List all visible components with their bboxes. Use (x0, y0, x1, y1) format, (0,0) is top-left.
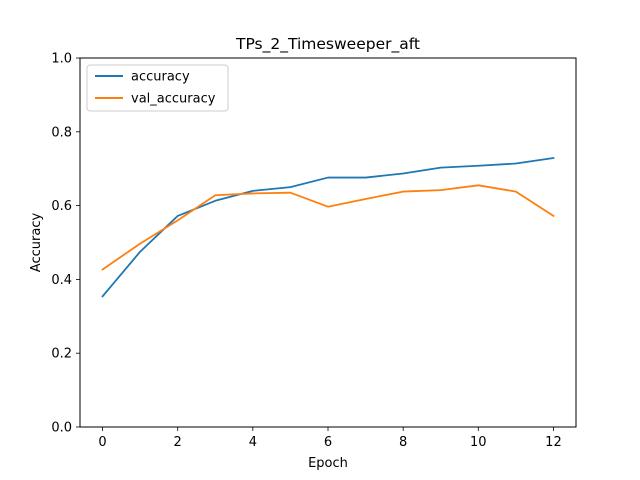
x-tick-label: 12 (545, 435, 562, 450)
y-tick-label: 1.0 (51, 52, 72, 67)
y-tick-label: 0.2 (51, 347, 72, 362)
x-tick-label: 2 (174, 435, 182, 450)
series-layer (101, 156, 555, 298)
y-tick-label: 0.8 (51, 125, 72, 140)
y-tick-label: 0.0 (51, 421, 72, 436)
y-tick-label: 0.4 (51, 273, 72, 288)
series-line-val-accuracy (101, 184, 555, 271)
x-tick-label: 6 (324, 435, 332, 450)
x-tick-label: 10 (470, 435, 487, 450)
legend-label-val-accuracy: val_accuracy (131, 92, 216, 107)
legend-label-accuracy: accuracy (131, 70, 190, 85)
y-tick-label: 0.6 (51, 199, 72, 214)
x-tick-label: 0 (98, 435, 106, 450)
legend: accuracy val_accuracy (86, 64, 229, 112)
y-axis-label: Accuracy (29, 213, 44, 273)
chart-title: TPs_2_Timesweeper_aft (235, 35, 420, 54)
x-tick-label: 8 (399, 435, 407, 450)
x-axis-label: Epoch (308, 456, 348, 471)
x-tick-label: 4 (249, 435, 257, 450)
y-axis: 0.0 0.2 0.4 0.6 0.8 1.0 (51, 52, 80, 436)
series-line-accuracy (101, 156, 555, 298)
x-axis: 0 2 4 6 8 10 12 (98, 427, 562, 450)
plot-area (80, 58, 576, 427)
